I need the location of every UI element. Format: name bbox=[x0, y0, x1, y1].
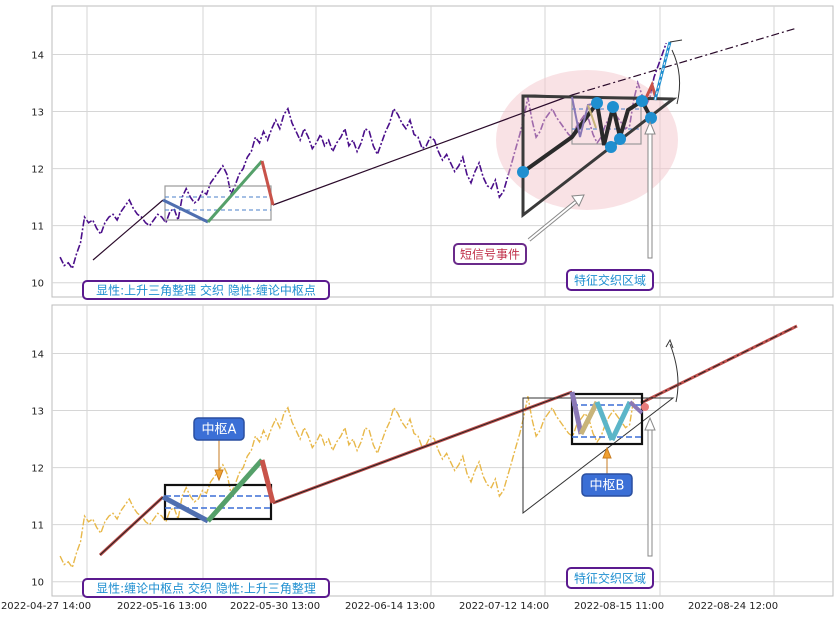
x-tick-label: 2022-04-27 14:00 bbox=[1, 601, 91, 612]
stroke-segment bbox=[569, 391, 584, 435]
panel-frame bbox=[51, 5, 834, 298]
zone-label-bottom: 特征交织区域 bbox=[574, 571, 646, 586]
y-tick-label: 13 bbox=[31, 108, 44, 119]
event-arrow-head bbox=[571, 194, 585, 208]
trend-line-projection bbox=[640, 325, 798, 404]
info-label-top-box bbox=[82, 280, 330, 300]
stroke-segment bbox=[578, 400, 600, 436]
y-tick-label: 14 bbox=[31, 350, 44, 361]
curved-arrow bbox=[671, 49, 681, 105]
hub-a-label: 中枢A bbox=[202, 423, 237, 438]
stroke-segment bbox=[206, 160, 264, 223]
event-arrow-shaft bbox=[528, 199, 579, 241]
stroke-segment bbox=[206, 458, 264, 523]
pivot-node bbox=[645, 112, 657, 124]
panel-frame bbox=[51, 304, 834, 597]
stroke-segment bbox=[260, 160, 275, 206]
info-label-bottom: 显性:缠论中枢点 交织 隐性:上升三角整理 bbox=[96, 581, 316, 596]
curved-arrow-head bbox=[665, 338, 674, 349]
stroke-segment bbox=[628, 400, 644, 415]
pivot-node bbox=[614, 133, 626, 145]
x-tick-label: 2022-05-16 13:00 bbox=[117, 601, 207, 612]
zone-label-bottom-box bbox=[566, 567, 654, 589]
zone-arrow-head bbox=[644, 416, 656, 431]
hub-box bbox=[570, 392, 644, 446]
price-series-line bbox=[59, 396, 635, 570]
info-label-bottom-box bbox=[82, 578, 330, 598]
zone-arrow-shaft bbox=[647, 427, 653, 557]
triangle-pattern bbox=[522, 397, 675, 515]
hub-b-label: 中枢B bbox=[590, 479, 625, 494]
y-tick-label: 11 bbox=[31, 521, 44, 532]
y-tick-label: 12 bbox=[31, 464, 44, 475]
zone-arrow-shaft bbox=[647, 131, 653, 259]
pivot-node bbox=[517, 166, 529, 178]
event-label-box bbox=[453, 243, 527, 265]
hub-b-label-box bbox=[581, 473, 633, 497]
stroke-segment bbox=[587, 104, 597, 129]
hub-b-arrow-head bbox=[602, 446, 612, 459]
y-tick-label: 14 bbox=[31, 51, 44, 62]
zone-arrow-head bbox=[644, 120, 656, 135]
zone-label-top-box bbox=[566, 269, 654, 291]
y-tick-label: 13 bbox=[31, 407, 44, 418]
event-label: 短信号事件 bbox=[460, 248, 520, 262]
trend-line-projection bbox=[571, 27, 798, 96]
stroke-segment bbox=[609, 400, 633, 442]
stroke-segment bbox=[161, 494, 210, 524]
pivot-node bbox=[605, 141, 617, 153]
stroke-segment bbox=[259, 459, 276, 504]
info-label-top: 显性:上升三角整理 交织 隐性:缠论中枢点 bbox=[96, 283, 316, 298]
y-tick-label: 10 bbox=[31, 279, 44, 290]
hub-a-arrow-head bbox=[214, 469, 224, 482]
curved-arrow bbox=[669, 343, 679, 403]
y-tick-label: 11 bbox=[31, 222, 44, 233]
stroke-segment bbox=[654, 41, 671, 101]
y-tick-label: 10 bbox=[31, 578, 44, 589]
x-tick-label: 2022-08-24 12:00 bbox=[688, 601, 778, 612]
pivot-node bbox=[607, 101, 619, 113]
zone-label-top: 特征交织区域 bbox=[574, 273, 646, 288]
stroke-segment bbox=[594, 401, 615, 441]
x-tick-label: 2022-08-15 11:00 bbox=[574, 601, 664, 612]
trend-line bbox=[92, 199, 164, 261]
stroke-segment bbox=[162, 198, 209, 224]
pivot-node bbox=[591, 97, 603, 109]
trend-line bbox=[99, 496, 164, 556]
x-tick-label: 2022-05-30 13:00 bbox=[230, 601, 320, 612]
stroke-segment bbox=[644, 80, 658, 99]
projection-tick bbox=[669, 39, 683, 43]
hub-a-label-box bbox=[193, 417, 245, 441]
pivot-node bbox=[636, 95, 648, 107]
y-tick-label: 12 bbox=[31, 165, 44, 176]
pivot-node bbox=[641, 403, 649, 411]
trend-line bbox=[272, 391, 573, 504]
x-tick-label: 2022-06-14 13:00 bbox=[345, 601, 435, 612]
x-tick-label: 2022-07-12 14:00 bbox=[459, 601, 549, 612]
